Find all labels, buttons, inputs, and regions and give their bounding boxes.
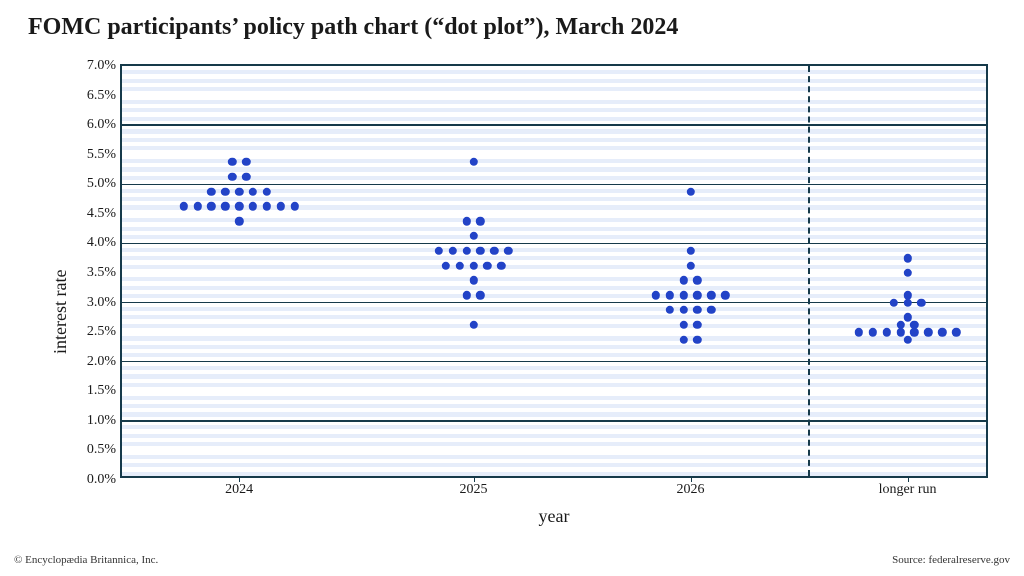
y-tick-label: 1.0% bbox=[87, 413, 122, 429]
fomc-dot bbox=[903, 298, 911, 306]
y-tick-label: 5.5% bbox=[87, 147, 122, 163]
fomc-dot bbox=[952, 328, 960, 336]
fomc-dot bbox=[504, 247, 512, 255]
credit-left: © Encyclopædia Britannica, Inc. bbox=[14, 554, 158, 566]
fomc-dot bbox=[462, 217, 470, 225]
fomc-dot bbox=[924, 328, 932, 336]
fomc-dot bbox=[855, 328, 863, 336]
credit-right: Source: federalreserve.gov bbox=[892, 554, 1010, 566]
fomc-dot bbox=[693, 335, 701, 343]
fomc-dot bbox=[476, 247, 484, 255]
fomc-dot bbox=[679, 335, 687, 343]
y-tick-label: 4.0% bbox=[87, 235, 122, 251]
fomc-dot bbox=[490, 247, 498, 255]
fomc-dot bbox=[249, 187, 257, 195]
fomc-dot bbox=[869, 328, 877, 336]
y-tick-label: 1.5% bbox=[87, 383, 122, 399]
fomc-dot bbox=[476, 217, 484, 225]
page: { "title": "FOMC participants’ policy pa… bbox=[0, 0, 1024, 576]
fomc-dot bbox=[221, 187, 229, 195]
y-axis-label: interest rate bbox=[50, 269, 71, 353]
fomc-dot bbox=[235, 187, 243, 195]
fomc-dot bbox=[707, 306, 715, 314]
fomc-dot bbox=[686, 247, 694, 255]
fomc-dot bbox=[469, 158, 477, 166]
fomc-dot bbox=[207, 187, 215, 195]
y-tick-label: 5.0% bbox=[87, 176, 122, 192]
x-axis-label: year bbox=[120, 506, 988, 527]
chart-title: FOMC participants’ policy path chart (“d… bbox=[28, 14, 678, 41]
x-tick-label: longer run bbox=[879, 476, 937, 498]
y-tick-label: 0.0% bbox=[87, 472, 122, 488]
fomc-dot bbox=[917, 298, 925, 306]
fomc-dot bbox=[938, 328, 946, 336]
fomc-dot bbox=[910, 328, 918, 336]
fomc-dot bbox=[889, 298, 897, 306]
fomc-dot bbox=[469, 276, 477, 284]
x-tick-label: 2024 bbox=[225, 476, 253, 498]
y-tick-label: 3.5% bbox=[87, 265, 122, 281]
y-tick-label: 3.0% bbox=[87, 295, 122, 311]
y-tick-label: 0.5% bbox=[87, 442, 122, 458]
fomc-dot bbox=[883, 328, 891, 336]
fomc-dot bbox=[693, 306, 701, 314]
fomc-dot bbox=[666, 306, 674, 314]
fomc-dot bbox=[263, 187, 271, 195]
fomc-dot bbox=[686, 187, 694, 195]
y-tick-label: 2.5% bbox=[87, 324, 122, 340]
plot-area: 0.0%0.5%1.0%1.5%2.0%2.5%3.0%3.5%4.0%4.5%… bbox=[120, 64, 988, 478]
longer-run-separator bbox=[808, 66, 810, 476]
y-tick-label: 6.0% bbox=[87, 117, 122, 133]
y-tick-label: 4.5% bbox=[87, 206, 122, 222]
y-tick-label: 6.5% bbox=[87, 88, 122, 104]
fomc-dot bbox=[903, 335, 911, 343]
fomc-dot bbox=[242, 158, 250, 166]
fomc-dot bbox=[449, 247, 457, 255]
fomc-dot bbox=[896, 328, 904, 336]
fomc-dot bbox=[235, 217, 243, 225]
fomc-dot bbox=[903, 313, 911, 321]
y-tick-label: 7.0% bbox=[87, 58, 122, 74]
plot-wrap: interest rate year 0.0%0.5%1.0%1.5%2.0%2… bbox=[50, 58, 990, 528]
x-tick-label: 2025 bbox=[460, 476, 488, 498]
fomc-dot bbox=[903, 269, 911, 277]
fomc-dot bbox=[462, 247, 470, 255]
y-tick-label: 2.0% bbox=[87, 354, 122, 370]
fomc-dot bbox=[228, 158, 236, 166]
x-tick-label: 2026 bbox=[677, 476, 705, 498]
fomc-dot bbox=[435, 247, 443, 255]
fomc-dot bbox=[679, 276, 687, 284]
fomc-dot bbox=[903, 254, 911, 262]
fomc-dot bbox=[679, 306, 687, 314]
fomc-dot bbox=[693, 276, 701, 284]
